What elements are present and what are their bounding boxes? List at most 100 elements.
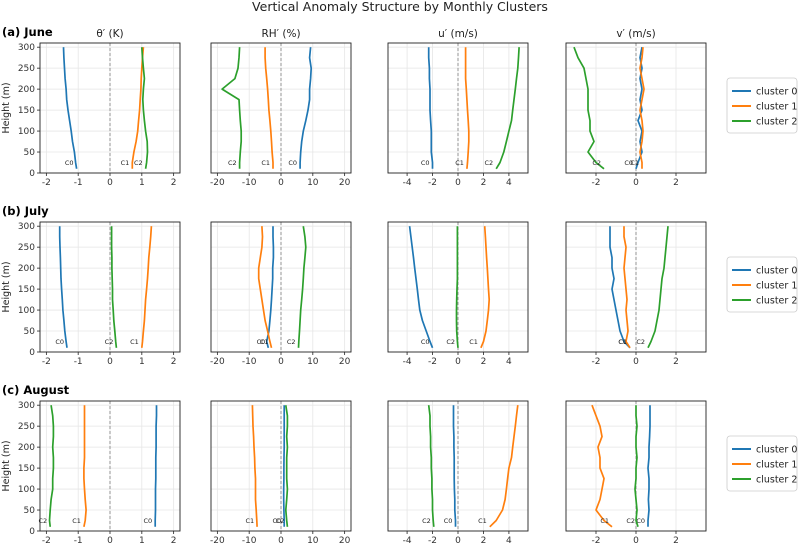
x-tick-label: 0 — [633, 178, 639, 188]
series-tag: C0 — [143, 517, 152, 525]
series-tag: C1 — [261, 159, 270, 167]
series-tag: C1 — [245, 517, 254, 525]
series-tag: C0 — [257, 338, 266, 346]
x-tick-label: 0 — [455, 178, 461, 188]
series-line-cluster-2 — [427, 405, 435, 527]
x-tick-label: 0 — [455, 536, 461, 546]
x-tick-label: -1 — [74, 536, 83, 546]
series-tag: C2 — [276, 517, 285, 525]
panel-r1-c2: RH′ (%) -20 -10 0 10 20 C0 C1 C2 — [210, 28, 352, 188]
x-tick-label: -4 — [403, 178, 412, 188]
series-line-cluster-0 — [609, 226, 631, 349]
series-line-cluster-2 — [455, 226, 459, 348]
panel-grid: (a) June θ′ (K)-2 -1 0 1 2050100150200250300H… — [1, 25, 707, 546]
row-2: (b) July-2 -1 0 1 2050100150200250300Height … — [1, 204, 707, 367]
y-tick-label: 300 — [18, 401, 35, 411]
y-tick-label: 300 — [18, 222, 35, 232]
x-tick-label: 2 — [171, 178, 177, 188]
series-tag: C0 — [421, 338, 430, 346]
series-line-cluster-2 — [495, 47, 520, 170]
series-tag: C0 — [55, 338, 64, 346]
x-tick-label: 0 — [107, 178, 113, 188]
series-line-cluster-0 — [427, 47, 434, 169]
series-tag: C1 — [72, 517, 81, 525]
x-tick-label: 2 — [673, 178, 679, 188]
legend-row-3: cluster 0 cluster 1 cluster 2 — [726, 435, 798, 492]
series-line-cluster-0 — [299, 47, 313, 169]
y-tick-label: 300 — [18, 43, 35, 53]
series-tag: C2 — [422, 517, 431, 525]
x-tick-label: 4 — [506, 357, 512, 367]
series-line-cluster-2 — [573, 46, 605, 170]
x-tick-label: 0 — [107, 357, 113, 367]
series-tag: C0 — [272, 517, 281, 525]
y-tick-label: 50 — [24, 327, 36, 337]
legend-label: cluster 1 — [756, 281, 797, 292]
x-tick-label: 0 — [278, 536, 284, 546]
panel-r3-c1: -2 -1 0 1 2 0 50 100 150 200 250 300 Height (m) C0 C1 C… — [1, 400, 181, 546]
series-line-cluster-1 — [639, 47, 645, 169]
x-tick-label: -2 — [592, 178, 601, 188]
x-tick-label: 10 — [307, 536, 319, 546]
y-tick-label: 200 — [18, 443, 35, 453]
x-tick-label: 2 — [673, 357, 679, 367]
legend-label: cluster 1 — [756, 102, 797, 113]
x-tick-label: -2 — [42, 357, 51, 367]
legend-label: cluster 0 — [756, 87, 797, 98]
x-tick-label: 1 — [139, 536, 145, 546]
series-tag: C1 — [600, 517, 609, 525]
panel-title: v′ (m/s) — [616, 28, 655, 40]
row-3: (c) August-2 -1 0 1 2050100150200250300Heigh… — [1, 383, 707, 546]
series-tag: C1 — [618, 338, 627, 346]
y-axis-label: Height (m) — [1, 82, 12, 133]
legend-label: cluster 2 — [756, 475, 797, 486]
y-tick-label: 250 — [18, 422, 35, 432]
series-tag: C0 — [624, 159, 633, 167]
legend-row-2: cluster 0 cluster 1 cluster 2 — [726, 256, 798, 313]
series-line-cluster-0 — [62, 47, 78, 169]
panel-r1-c1: θ′ (K) -2 -1 0 1 2 0 50 100 150 200 250 300 Height (m… — [1, 28, 181, 188]
series-tag: C2 — [446, 338, 455, 346]
x-tick-label: 0 — [278, 357, 284, 367]
series-tag: C2 — [626, 517, 635, 525]
series-line-cluster-1 — [251, 405, 258, 527]
series-tag: C2 — [592, 159, 601, 167]
row-label: (b) July — [2, 204, 49, 218]
x-tick-label: -20 — [210, 178, 225, 188]
x-tick-label: 2 — [481, 178, 487, 188]
y-tick-label: 250 — [18, 64, 35, 74]
legend-row-1: cluster 0 cluster 1 cluster 2 — [726, 77, 798, 134]
series-tag: C0 — [288, 159, 297, 167]
x-tick-label: -20 — [210, 357, 225, 367]
series-line-cluster-0 — [154, 405, 158, 527]
x-tick-label: -4 — [403, 357, 412, 367]
x-tick-label: -10 — [242, 536, 257, 546]
series-tag: C0 — [444, 517, 453, 525]
y-tick-label: 50 — [24, 506, 36, 516]
x-tick-label: 4 — [506, 178, 512, 188]
legend-label: cluster 2 — [756, 117, 797, 128]
panel-r3-c2: -20 -10 0 10 20 C0 C1 C2 — [210, 400, 352, 546]
series-line-cluster-1 — [480, 226, 491, 349]
series-line-cluster-0 — [452, 405, 457, 527]
x-tick-label: -20 — [210, 536, 225, 546]
legend-label: cluster 0 — [756, 445, 797, 456]
x-tick-label: 2 — [481, 536, 487, 546]
figure-title: Vertical Anomaly Structure by Monthly Cl… — [252, 0, 548, 14]
series-line-cluster-1 — [83, 405, 87, 527]
y-tick-label: 50 — [24, 148, 36, 158]
series-line-cluster-1 — [591, 404, 613, 528]
legend-label: cluster 2 — [756, 296, 797, 307]
x-tick-label: 2 — [171, 536, 177, 546]
x-tick-label: -10 — [242, 357, 257, 367]
series-line-cluster-1 — [623, 226, 631, 349]
x-tick-label: -2 — [42, 178, 51, 188]
x-tick-label: -2 — [42, 536, 51, 546]
x-tick-label: 0 — [455, 357, 461, 367]
panel-r1-c3: u′ (m/s) -4 -2 0 2 4 C0 C1 C2 — [387, 28, 529, 188]
series-line-cluster-0 — [282, 405, 286, 527]
y-tick-label: 100 — [18, 485, 35, 495]
series-tag: C2 — [636, 338, 645, 346]
